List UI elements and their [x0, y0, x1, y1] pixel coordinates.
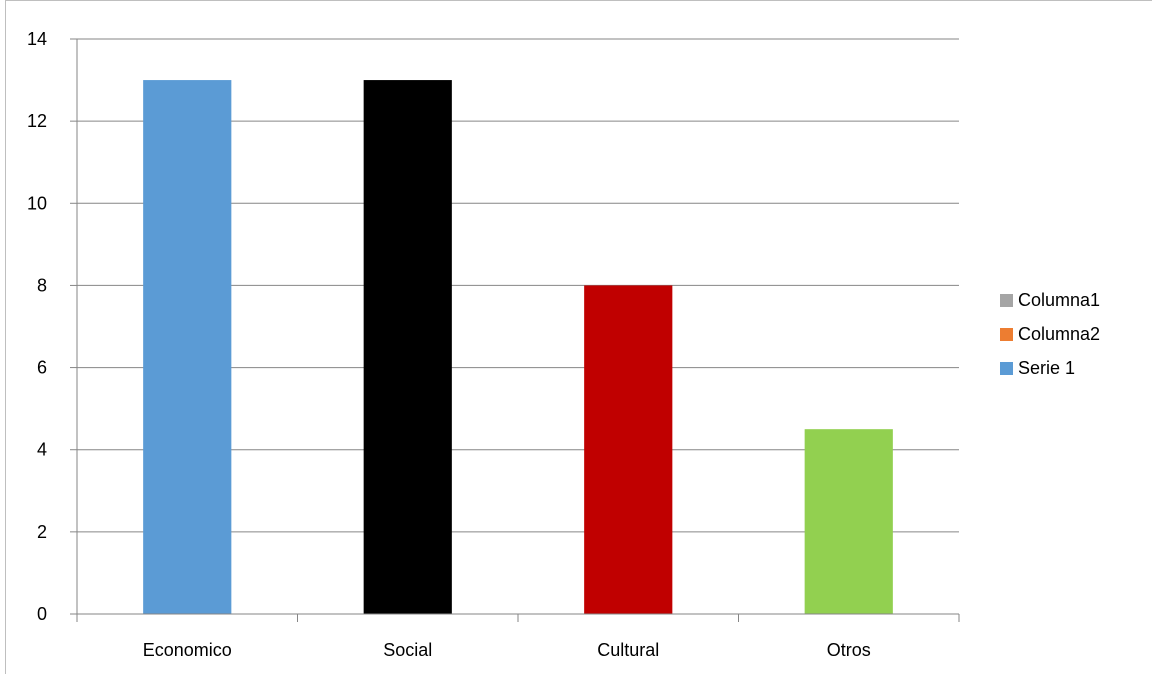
bar-economico [143, 80, 232, 615]
bar-cultural [584, 285, 673, 614]
x-tick-labels: Economico Social Cultural Otros [143, 640, 871, 660]
y-tick-labels: 0 2 4 6 8 10 12 14 [27, 29, 47, 624]
chart-frame [5, 0, 1152, 674]
x-tick-label: Social [383, 640, 432, 660]
y-tick-label: 10 [27, 193, 47, 213]
x-tick-label: Otros [827, 640, 871, 660]
legend-swatch [1000, 293, 1013, 307]
bar-otros [804, 429, 893, 614]
legend-label: Serie 1 [1018, 357, 1076, 378]
legend-swatch [1000, 327, 1013, 341]
y-tick-label: 12 [27, 111, 47, 131]
legend-label: Columna2 [1018, 323, 1101, 344]
y-tick-label: 14 [27, 29, 47, 49]
legend-item-columna1: Columna1 [1000, 283, 1100, 317]
y-tick-label: 8 [37, 275, 47, 295]
axes [70, 38, 960, 622]
bar-social [363, 80, 452, 615]
legend-swatch [1000, 361, 1013, 375]
x-tick-label: Cultural [597, 640, 659, 660]
y-tick-label: 6 [37, 358, 47, 378]
legend-item-columna2: Columna2 [1000, 317, 1100, 351]
bars [143, 80, 893, 615]
y-tick-label: 2 [37, 522, 47, 542]
y-tick-label: 4 [37, 440, 47, 460]
y-tick-label: 0 [37, 604, 47, 624]
legend-item-serie-1: Serie 1 [1000, 351, 1100, 385]
x-tick-label: Economico [143, 640, 232, 660]
legend-label: Columna1 [1018, 289, 1101, 310]
legend: Columna1 Columna2 Serie 1 [1000, 283, 1100, 385]
